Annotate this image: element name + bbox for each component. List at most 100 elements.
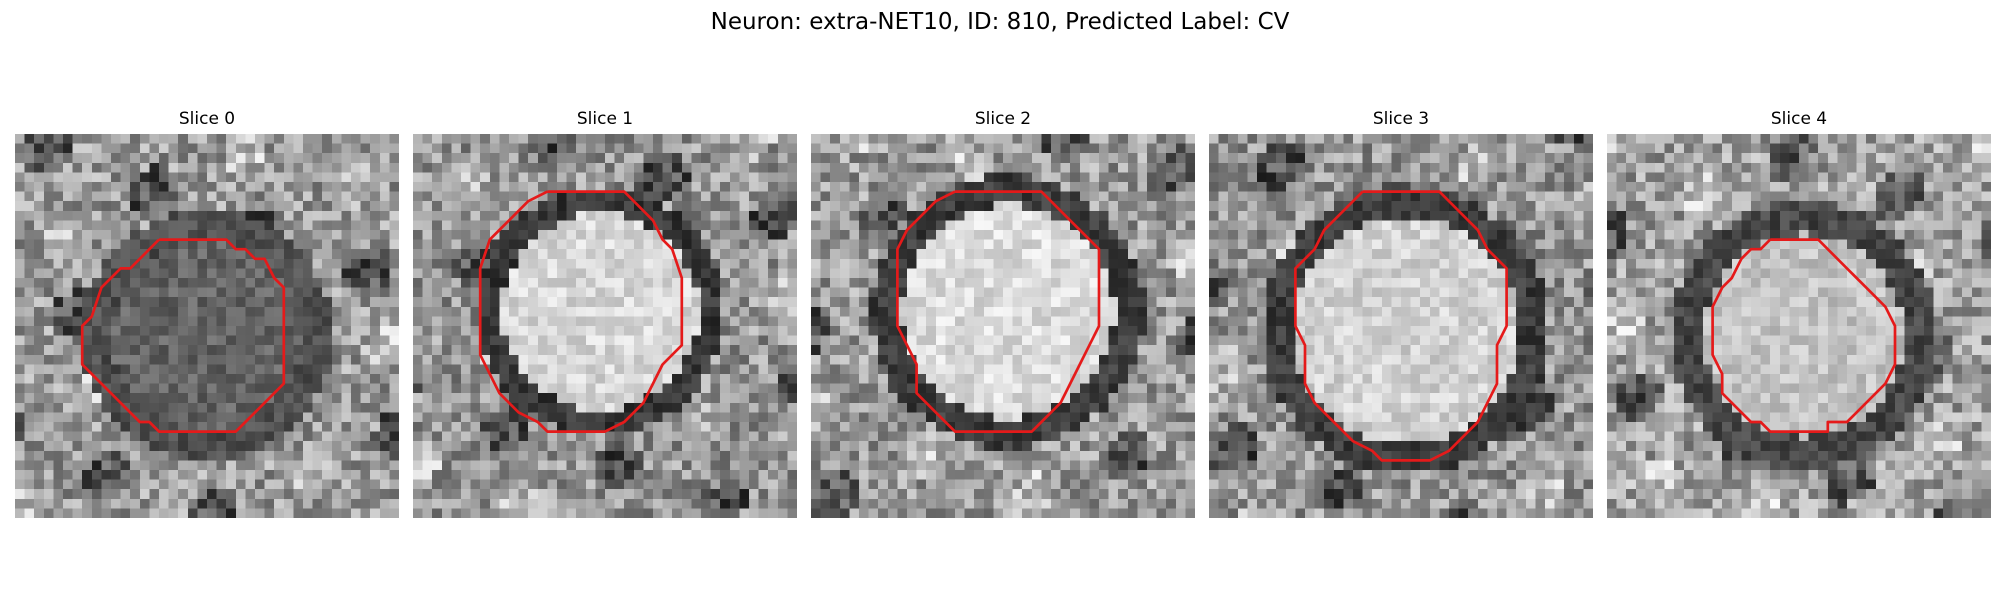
pixel [509, 143, 519, 154]
pixel [43, 210, 54, 221]
pixel [749, 278, 759, 288]
pixel [1333, 162, 1344, 173]
pixel [480, 134, 490, 144]
pixel [312, 470, 323, 480]
pixel [1362, 162, 1373, 173]
pixel [461, 393, 471, 403]
pixel [993, 143, 1004, 154]
pixel [312, 258, 323, 269]
pixel [283, 297, 294, 307]
pixel [216, 354, 227, 365]
pixel [758, 230, 769, 240]
pixel [499, 306, 510, 317]
pixel [120, 508, 131, 518]
pixel [1070, 182, 1080, 192]
pixel [379, 450, 390, 461]
pixel [777, 431, 788, 442]
pixel [691, 345, 702, 355]
pixel [537, 230, 548, 240]
pixel [1166, 316, 1176, 327]
pixel [480, 393, 490, 403]
pixel [63, 210, 73, 221]
pixel [149, 383, 160, 394]
pixel [1079, 287, 1090, 298]
pixel [1031, 143, 1042, 154]
pixel [878, 191, 888, 202]
pixel [312, 412, 323, 423]
pixel [351, 431, 361, 442]
pixel [681, 182, 692, 192]
pixel [787, 191, 797, 202]
pixel [341, 498, 352, 509]
pixel [226, 345, 236, 355]
pixel [1051, 450, 1061, 461]
pixel [341, 383, 352, 394]
pixel [1041, 374, 1052, 384]
pixel [720, 153, 730, 163]
pixel [53, 489, 64, 499]
pixel [887, 354, 898, 365]
pixel [576, 220, 586, 231]
pixel [499, 287, 510, 298]
pixel [245, 134, 256, 144]
pixel [187, 335, 198, 346]
pixel [1118, 249, 1128, 259]
pixel [566, 220, 577, 231]
pixel [916, 489, 927, 499]
pixel [1079, 258, 1090, 269]
pixel [1118, 402, 1128, 413]
pixel [983, 297, 994, 307]
pixel [839, 441, 850, 451]
pixel [710, 450, 721, 461]
pixel [168, 287, 179, 298]
pixel [691, 258, 702, 269]
pixel [749, 287, 759, 298]
pixel [226, 364, 236, 375]
pixel [245, 470, 256, 480]
pixel [729, 393, 740, 403]
pixel [351, 220, 361, 231]
pixel [389, 412, 399, 423]
pixel [130, 326, 140, 336]
pixel [432, 182, 442, 192]
pixel [149, 153, 160, 163]
pixel [331, 431, 342, 442]
pixel [518, 364, 529, 375]
pixel [1022, 335, 1032, 346]
pixel [283, 326, 294, 336]
pixel [216, 297, 227, 307]
pixel [916, 239, 927, 250]
pixel [1099, 354, 1109, 365]
pixel [63, 162, 73, 173]
pixel [1166, 172, 1176, 183]
pixel [720, 306, 730, 317]
pixel [264, 498, 275, 509]
pixel [566, 345, 577, 355]
pixel [72, 354, 83, 365]
pixel [139, 470, 150, 480]
pixel [111, 249, 121, 259]
pixel [91, 460, 102, 471]
pixel [1497, 153, 1507, 163]
pixel [935, 306, 946, 317]
pixel [111, 134, 121, 144]
pixel [370, 172, 380, 183]
pixel [389, 335, 399, 346]
pixel [441, 479, 452, 490]
pixel [245, 162, 256, 173]
pixel [1185, 220, 1195, 231]
pixel [1003, 258, 1013, 269]
pixel [389, 393, 399, 403]
pixel [691, 498, 702, 509]
pixel [43, 143, 54, 154]
pixel [1420, 153, 1430, 163]
pixel [72, 326, 83, 336]
pixel [749, 220, 759, 231]
pixel [633, 422, 644, 432]
pixel [777, 450, 788, 461]
pixel [245, 201, 256, 211]
pixel [489, 422, 500, 432]
pixel [360, 374, 371, 384]
pixel [82, 287, 92, 298]
pixel [672, 134, 682, 144]
